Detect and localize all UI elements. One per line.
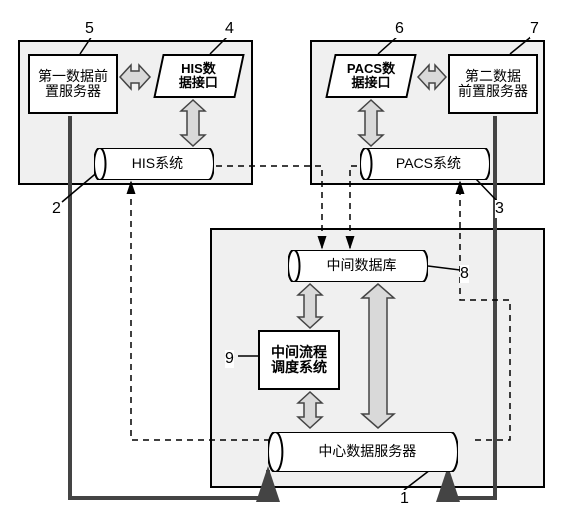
callout-8: 8 [460,265,469,283]
node-n6: PACS数据接口 [330,54,412,98]
callout-7: 7 [530,20,539,38]
node-n9: 中间流程调度系统 [258,330,340,390]
node-n8-label: 中间数据库 [288,250,428,282]
node-n4: HIS数据接口 [158,54,240,98]
node-n3-label: PACS系统 [360,148,490,180]
diagram-canvas: { "type": "flowchart", "dimensions": { "… [0,0,567,510]
node-n8: 中间数据库 [288,250,428,282]
node-n3: PACS系统 [360,148,490,180]
callout-2: 2 [52,200,61,218]
node-n2-label: HIS系统 [94,148,214,180]
node-n2: HIS系统 [94,148,214,180]
callout-3: 3 [495,200,504,218]
callout-9: 9 [225,350,234,368]
node-n5: 第一数据前置服务器 [28,54,118,114]
node-n1: 中心数据服务器 [268,432,458,472]
callout-5: 5 [85,20,94,38]
callout-4: 4 [225,20,234,38]
node-n7: 第二数据前置服务器 [448,54,538,114]
callout-6: 6 [395,20,404,38]
callout-1: 1 [400,490,409,508]
node-n1-label: 中心数据服务器 [268,432,458,472]
